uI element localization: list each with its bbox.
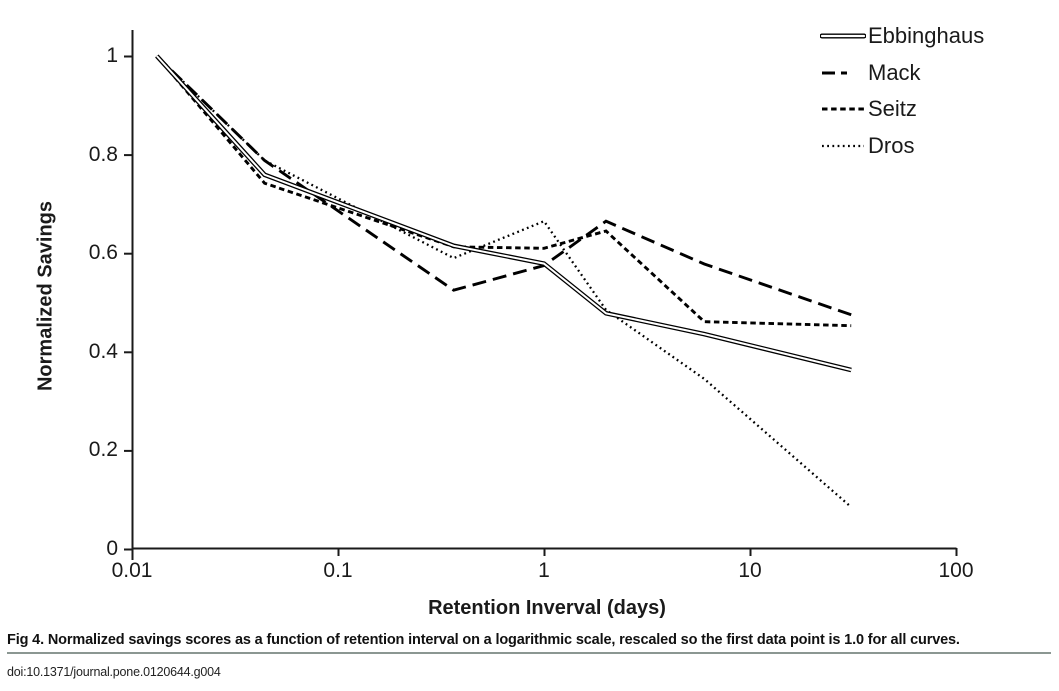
x-tick-label-1: 1 xyxy=(538,559,550,582)
legend-sample-double-solid xyxy=(820,33,866,39)
y-tick-label-1: 1 xyxy=(106,44,118,67)
figure-caption: Fig 4. Normalized savings scores as a fu… xyxy=(7,632,960,648)
curve-ebbinghaus-core xyxy=(156,55,852,371)
x-axis-title: Retention Inverval (days) xyxy=(428,597,666,619)
legend-sample-dotted xyxy=(822,144,864,147)
x-tick-label-0.1: 0.1 xyxy=(323,559,353,582)
curve-mack xyxy=(155,54,852,317)
legend-label-mack: Mack xyxy=(868,59,921,85)
curve-dros xyxy=(155,55,852,508)
legend-label-seitz: Seitz xyxy=(868,96,917,122)
y-axis-title-text: Normalized Savings xyxy=(34,200,57,392)
y-tick-label-0.2: 0.2 xyxy=(88,438,118,462)
legend-item-dros: Dros xyxy=(820,132,915,158)
y-tick-label-0.6: 0.6 xyxy=(88,241,118,265)
legend-label-dros: Dros xyxy=(868,132,915,158)
x-tick-label-10: 10 xyxy=(738,559,762,582)
legend-item-seitz: Seitz xyxy=(820,98,917,120)
legend-sample-long-dash xyxy=(822,71,864,75)
curve-ebbinghaus xyxy=(155,54,852,373)
y-tick-label-0.8: 0.8 xyxy=(88,142,118,166)
x-tick-label-0.01: 0.01 xyxy=(111,559,153,582)
legend-item-mack: Mack xyxy=(820,59,921,85)
caption-divider xyxy=(7,652,1051,654)
y-tick-label-0: 0 xyxy=(106,537,118,560)
curve-seitz xyxy=(155,55,852,328)
legend-label-ebbinghaus: Ebbinghaus xyxy=(868,23,985,48)
x-tick-label-100: 100 xyxy=(938,559,974,582)
y-tick-label-0.4: 0.4 xyxy=(88,339,118,363)
doi-text: doi:10.1371/journal.pone.0120644.g004 xyxy=(7,665,221,679)
legend-sample-short-dash xyxy=(822,107,864,111)
legend-item-ebbinghaus: Ebbinghaus xyxy=(820,25,984,47)
